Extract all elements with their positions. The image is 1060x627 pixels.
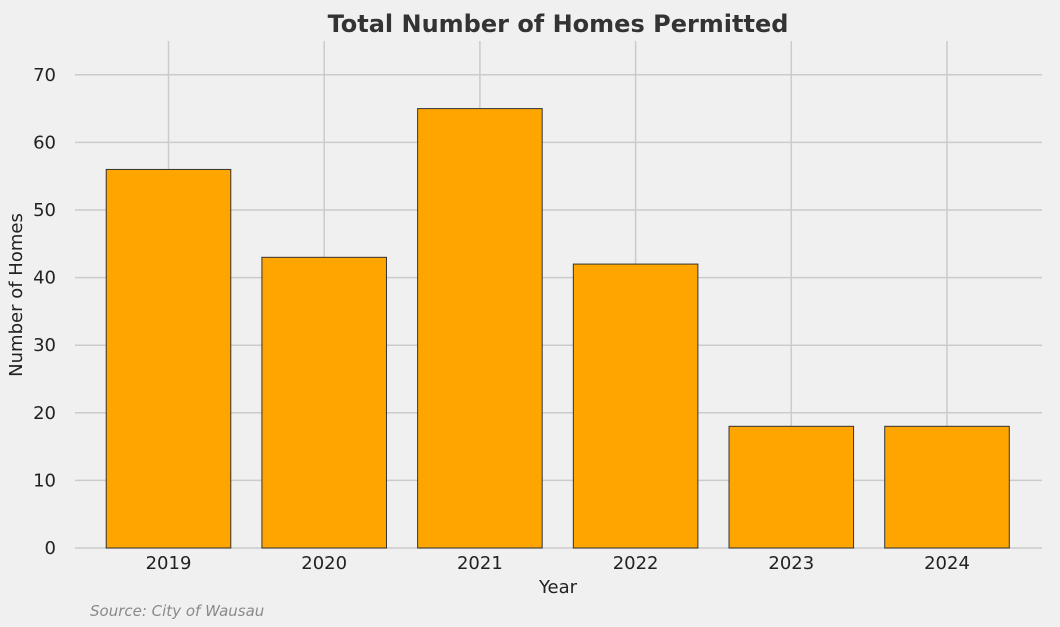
bar-2020	[261, 256, 387, 549]
bar-2021	[417, 108, 543, 549]
bar-2023	[728, 425, 855, 549]
x-tick-label: 2024	[924, 553, 970, 574]
chart-title: Total Number of Homes Permitted	[328, 10, 789, 38]
x-axis-label: Year	[538, 577, 578, 598]
y-tick-label: 70	[33, 65, 56, 86]
y-tick-label: 10	[33, 470, 56, 491]
ticks-layer: 0 10 20 30 40 50 60 70 2019 2020 2021 2022 2023 2024	[33, 65, 970, 574]
bars-layer	[105, 108, 1010, 549]
source-note: Source: City of Wausau	[90, 602, 264, 620]
y-tick-label: 50	[33, 200, 56, 221]
bar-2024	[884, 425, 1010, 549]
bar-2019	[105, 168, 232, 549]
y-tick-label: 60	[33, 132, 56, 153]
y-tick-label: 40	[33, 268, 56, 289]
x-tick-label: 2022	[613, 553, 659, 574]
x-tick-label: 2023	[768, 553, 814, 574]
x-tick-label: 2020	[301, 553, 347, 574]
y-axis-label: Number of Homes	[6, 213, 27, 377]
y-tick-label: 30	[33, 335, 56, 356]
y-tick-label: 0	[45, 538, 56, 559]
bar-2022	[572, 263, 699, 549]
x-tick-label: 2021	[457, 553, 503, 574]
y-tick-label: 20	[33, 403, 56, 424]
x-tick-label: 2019	[146, 553, 192, 574]
